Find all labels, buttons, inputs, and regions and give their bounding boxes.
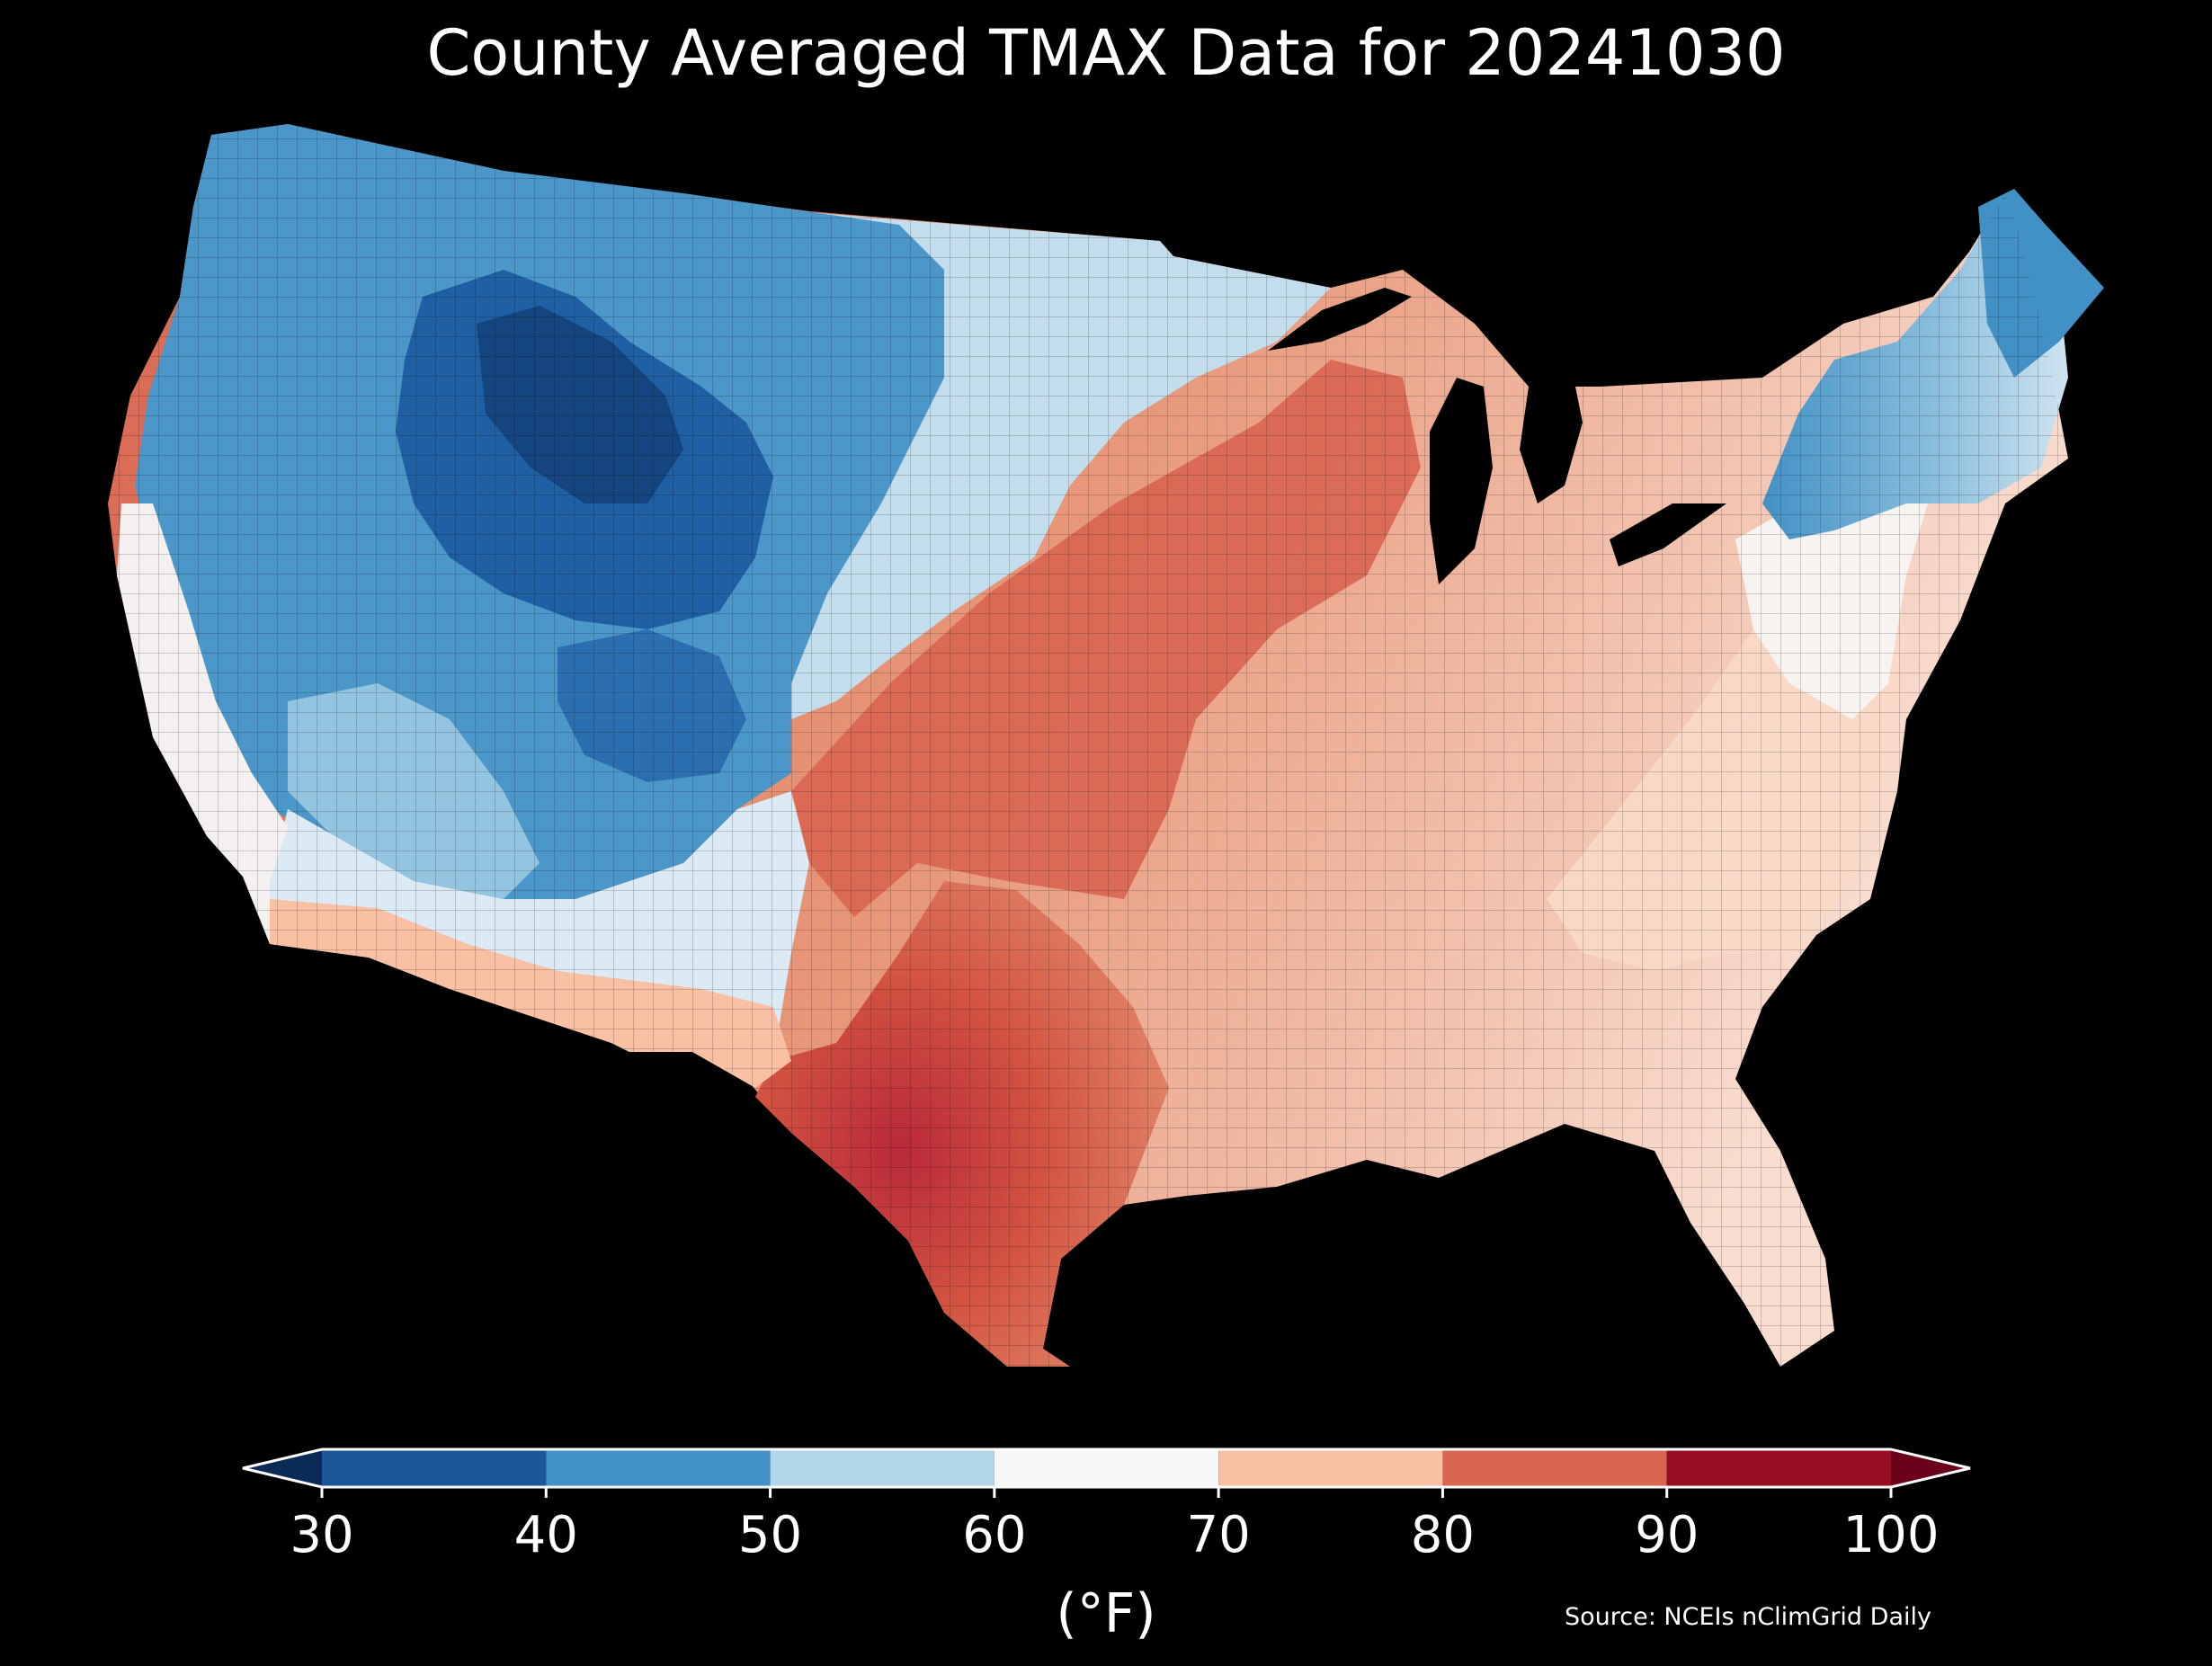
colorbar-over-arrow — [1891, 1449, 1970, 1487]
colorbar-tick-label-40: 40 — [513, 1506, 578, 1564]
colorbar-bin-30-40 — [322, 1449, 547, 1487]
page-title: County Averaged TMAX Data for 20241030 — [426, 16, 1786, 90]
colorbar-tick-label-70: 70 — [1186, 1506, 1251, 1564]
county-boundaries — [108, 124, 2068, 1367]
colorbar-tick-label-80: 80 — [1410, 1506, 1476, 1564]
colorbar-tick-label-50: 50 — [737, 1506, 803, 1564]
colorbar-bin-80-90 — [1442, 1449, 1667, 1487]
colorbar-unit-label: (°F) — [1056, 1582, 1156, 1645]
colorbar-tick-label-60: 60 — [962, 1506, 1027, 1564]
colorbar-tick-label-90: 90 — [1635, 1506, 1699, 1564]
colorbar-tick-label-100: 100 — [1842, 1506, 1940, 1564]
colorbar-bin-60-70 — [994, 1449, 1219, 1487]
colorbar-tick-label-30: 30 — [290, 1506, 354, 1564]
colorbar-bin-90-100 — [1666, 1449, 1891, 1487]
colorbar-bin-40-50 — [546, 1449, 771, 1487]
colorbar-bin-70-80 — [1218, 1449, 1443, 1487]
colorbar-under-arrow — [243, 1449, 322, 1487]
colorbar-bin-50-60 — [770, 1449, 995, 1487]
source-note: Source: NCEIs nClimGrid Daily — [1565, 1603, 1931, 1631]
